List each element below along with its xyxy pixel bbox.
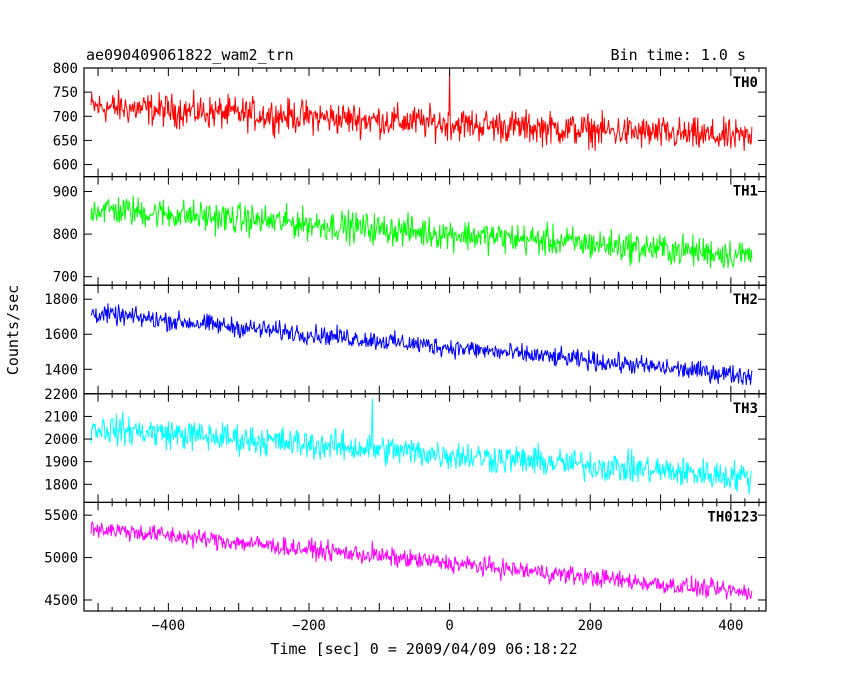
x-tick-label: 400 bbox=[718, 618, 743, 634]
series-label-th0: TH0 bbox=[733, 75, 758, 91]
y-tick-label: 2100 bbox=[44, 409, 78, 425]
series-line-th3 bbox=[90, 398, 753, 495]
y-tick-label: 5500 bbox=[44, 508, 78, 524]
y-tick-label: 1600 bbox=[44, 327, 78, 343]
panel-frame bbox=[83, 501, 767, 612]
series-label-th2: TH2 bbox=[733, 292, 758, 308]
panel-th0123: 4500 5000 5500 TH0123 bbox=[44, 501, 767, 612]
panel-th1: 700 800 900 TH1 bbox=[53, 176, 767, 286]
x-tick-label: 0 bbox=[445, 618, 453, 634]
y-axis-label: Counts/sec bbox=[4, 285, 22, 375]
panel-frame bbox=[83, 176, 767, 286]
bin-time-label: Bin time: 1.0 s bbox=[611, 46, 746, 64]
y-tick-label: 700 bbox=[53, 109, 78, 125]
series-label-th1: TH1 bbox=[733, 184, 758, 200]
panel-th0: 600 650 700 750 800 TH0 bbox=[53, 61, 767, 178]
series-line-th1 bbox=[90, 195, 753, 269]
y-tick-label: 900 bbox=[53, 185, 78, 201]
y-tick-label: 4500 bbox=[44, 593, 78, 609]
series-line-th0 bbox=[90, 72, 753, 151]
y-tick-label: 2000 bbox=[44, 432, 78, 448]
x-tick-label: 200 bbox=[578, 618, 603, 634]
y-tick-label: 600 bbox=[53, 158, 78, 174]
y-tick-label: 700 bbox=[53, 270, 78, 286]
series-line-th2 bbox=[90, 303, 753, 386]
panels: 600 650 700 750 800 TH0 700 800 900 TH1 1400 1600 18… bbox=[44, 61, 767, 634]
x-tick-label: −400 bbox=[152, 618, 186, 634]
panel-th2: 1400 1600 1800 TH2 bbox=[44, 284, 767, 395]
y-tick-label: 5000 bbox=[44, 551, 78, 567]
y-tick-label: 1400 bbox=[44, 362, 78, 378]
x-axis-label: Time [sec] 0 = 2009/04/09 06:18:22 bbox=[270, 640, 577, 658]
panel-frame bbox=[83, 284, 767, 395]
chart-title: ae090409061822_wam2_trn bbox=[86, 46, 294, 64]
y-tick-label: 800 bbox=[53, 227, 78, 243]
series-line-th0123 bbox=[90, 520, 753, 601]
y-tick-label: 800 bbox=[53, 61, 78, 77]
y-tick-label: 1800 bbox=[44, 477, 78, 493]
y-tick-label: 750 bbox=[53, 85, 78, 101]
series-label-th0123: TH0123 bbox=[707, 509, 758, 525]
y-tick-label: 1800 bbox=[44, 292, 78, 308]
x-tick-label: −200 bbox=[292, 618, 326, 634]
panel-frame bbox=[83, 393, 767, 503]
y-tick-label: 1900 bbox=[44, 455, 78, 471]
series-label-th3: TH3 bbox=[733, 401, 758, 417]
y-tick-label: 650 bbox=[53, 133, 78, 149]
panel-th3: 1800 1900 2000 2100 2200 TH3 bbox=[44, 387, 767, 503]
y-tick-label: 2200 bbox=[44, 387, 78, 403]
